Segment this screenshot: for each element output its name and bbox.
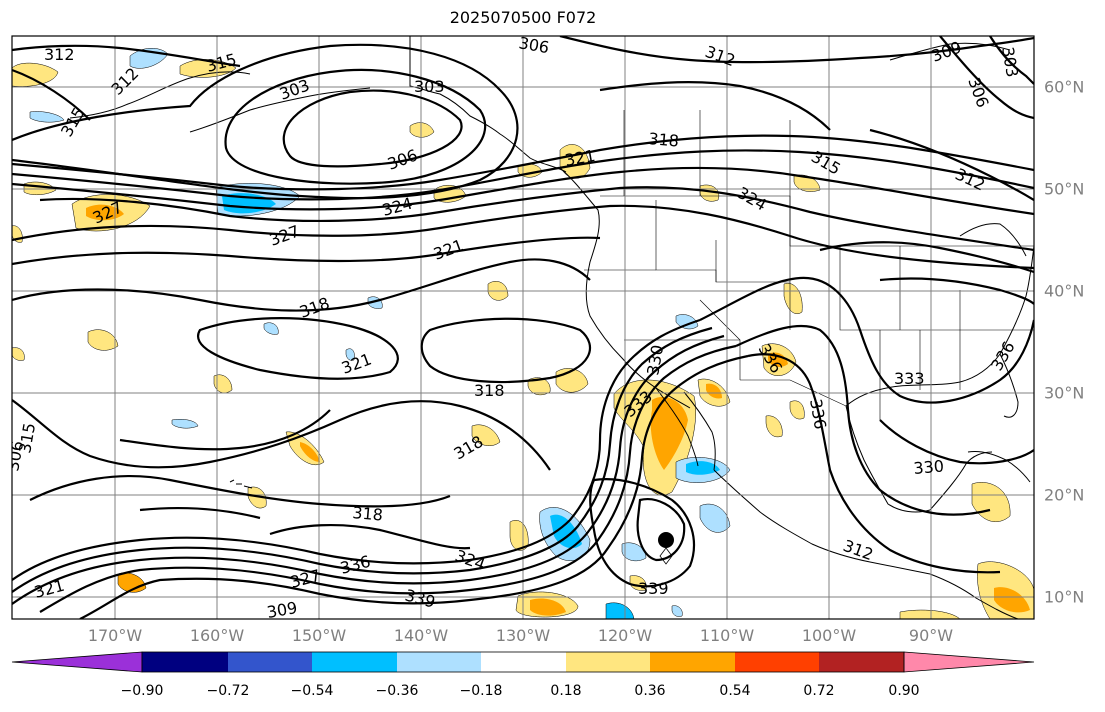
colorbar-segment [228, 652, 312, 672]
gridlines [12, 36, 1034, 619]
negative-patch [345, 348, 355, 361]
contour-label: 306 [517, 33, 550, 57]
positive-patch [12, 62, 59, 87]
colorbar-segment [481, 652, 566, 672]
political-borders [584, 110, 1034, 420]
contour-label: 309 [265, 598, 298, 622]
colorbar-segment [735, 652, 819, 672]
lon-label: 120°W [597, 626, 653, 645]
contour-label: 318 [474, 381, 505, 400]
negative-patch [699, 503, 731, 533]
colorbar-tick: −0.54 [290, 683, 334, 699]
colorbar-extend-high [903, 651, 1035, 673]
colorbar-tick: 0.54 [719, 683, 751, 699]
colorbar-tick: 0.90 [888, 683, 920, 699]
colorbar-tick: −0.72 [206, 683, 250, 699]
lat-label: 10°N [1044, 587, 1085, 607]
negative-patch [686, 461, 720, 475]
positive-patch [527, 377, 551, 396]
lon-label: 140°W [393, 626, 449, 645]
negative-patch [263, 322, 279, 335]
lon-label: 110°W [699, 626, 755, 645]
positive-patch [87, 329, 119, 351]
colorbar-tick: 0.36 [634, 683, 666, 699]
colorbar-segment [142, 652, 228, 672]
negative-patch [621, 542, 647, 562]
contour-label: 318 [648, 129, 680, 151]
positive-patch [789, 400, 805, 420]
negative-patch [550, 514, 582, 549]
lat-label: 60°N [1044, 77, 1085, 97]
storm-center-marker [658, 532, 674, 548]
positive-patch [706, 383, 722, 399]
positive-patch [12, 347, 25, 361]
positive-patch [300, 442, 320, 462]
lon-label: 150°W [291, 626, 347, 645]
colorbar-frame [141, 651, 905, 673]
map-frame [11, 35, 1035, 620]
negative-patch [605, 602, 635, 619]
lon-label: 90°W [908, 626, 954, 645]
positive-patch [530, 598, 566, 616]
contour-label: 318 [352, 503, 384, 525]
lat-label: 20°N [1044, 485, 1085, 505]
colorbar-tick: −0.90 [120, 683, 164, 699]
colorbar-tick: 0.18 [550, 683, 582, 699]
colorbar-segment [566, 652, 650, 672]
shaded-anomalies [12, 48, 1034, 619]
lon-label: 170°W [87, 626, 143, 645]
contour-label: 330 [913, 456, 945, 478]
positive-patch [899, 609, 961, 619]
negative-patch [671, 605, 683, 617]
lat-label: 40°N [1044, 281, 1085, 301]
positive-patch [471, 424, 501, 446]
positive-patch [409, 122, 435, 138]
lon-label: 130°W [495, 626, 551, 645]
colorbar [11, 651, 1035, 673]
negative-patch [29, 111, 65, 123]
positive-patch [650, 396, 688, 470]
positive-patch [793, 174, 821, 192]
lon-label: 100°W [801, 626, 857, 645]
negative-patch [675, 314, 699, 330]
colorbar-segment [312, 652, 397, 672]
marker-outline [659, 547, 673, 565]
positive-patch [765, 415, 783, 438]
lat-label: 30°N [1044, 383, 1085, 403]
lat-label: 50°N [1044, 179, 1085, 199]
colorbar-tick: 0.72 [803, 683, 835, 699]
contour-label: 303 [414, 77, 445, 96]
colorbar-segment [819, 652, 904, 672]
lon-label: 160°W [189, 626, 245, 645]
map-title: 2025070500 F072 [449, 8, 597, 27]
positive-patch [994, 587, 1030, 613]
negative-patch [171, 419, 199, 429]
contour-label: 333 [894, 369, 925, 388]
colorbar-extend-low [11, 651, 143, 673]
colorbar-tick: −0.18 [459, 683, 503, 699]
colorbar-segment [650, 652, 735, 672]
colorbar-segment [397, 652, 481, 672]
contour-label: 339 [638, 579, 669, 598]
coastlines [69, 36, 1034, 619]
positive-patch [247, 486, 267, 509]
positive-patch [213, 374, 233, 394]
contour-lines [12, 36, 1034, 619]
contour-label: 312 [44, 45, 75, 64]
colorbar-tick: −0.36 [375, 683, 419, 699]
